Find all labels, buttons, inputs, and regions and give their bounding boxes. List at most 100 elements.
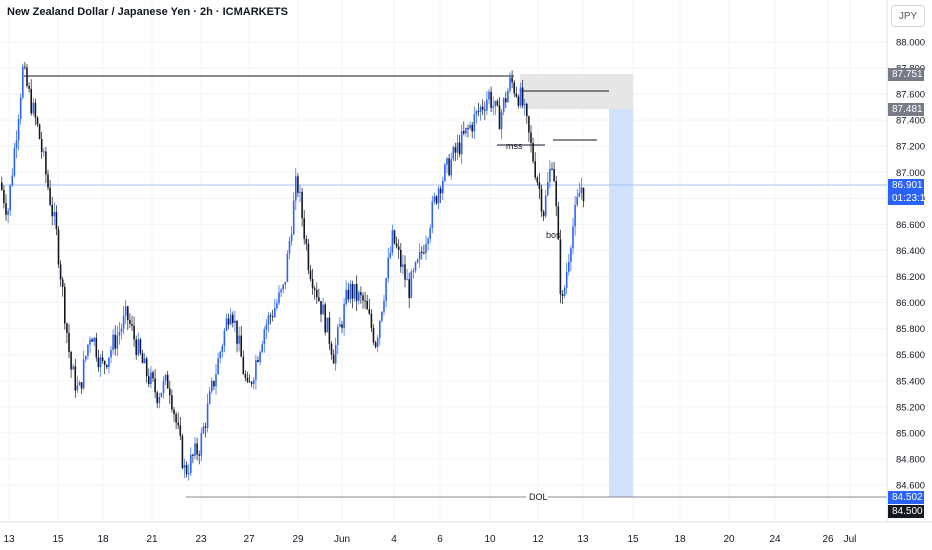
- target-zone: [609, 108, 633, 497]
- candle-body: [292, 200, 295, 235]
- candle-body: [318, 297, 320, 302]
- candle-body: [513, 82, 515, 94]
- candle-body: [456, 142, 459, 153]
- candle-body: [582, 187, 585, 202]
- candle-body: [351, 283, 354, 299]
- candle-body: [402, 264, 404, 267]
- price-tick-label: 86.400: [896, 246, 925, 257]
- candle-body: [484, 109, 486, 111]
- zone-top-badge: 87.751: [888, 68, 924, 81]
- candle-body: [198, 454, 200, 456]
- candle-body: [263, 329, 266, 345]
- candle-body: [408, 279, 410, 298]
- candle-body: [284, 281, 287, 285]
- candle-body: [486, 99, 488, 111]
- candle-body: [148, 376, 150, 385]
- candle-body: [15, 140, 18, 149]
- candle-body: [253, 379, 255, 384]
- candle-body: [87, 344, 89, 356]
- candle-body: [162, 380, 165, 393]
- candle-body: [446, 158, 448, 165]
- candle-body: [328, 317, 331, 344]
- candle-body: [72, 366, 74, 370]
- candle-body: [32, 102, 35, 114]
- price-tick-label: 85.800: [896, 324, 925, 335]
- candle-body: [301, 191, 303, 219]
- candle-body: [530, 132, 532, 144]
- candle-body: [51, 204, 53, 217]
- candle-body: [509, 77, 511, 91]
- time-tick-label: 13: [3, 534, 15, 545]
- candle-body: [9, 185, 11, 211]
- candle-body: [211, 380, 213, 392]
- candle-body: [194, 443, 196, 456]
- candle-body: [169, 388, 171, 396]
- candle-body: [282, 284, 284, 290]
- candle-body: [469, 124, 471, 129]
- candle-body: [488, 91, 490, 100]
- candle-body: [108, 357, 110, 368]
- price-tick-label: 86.200: [896, 272, 925, 283]
- candle-body: [45, 151, 47, 175]
- candle-body: [137, 339, 140, 355]
- candle-body: [129, 320, 131, 324]
- candle-body: [412, 270, 415, 272]
- candle-body: [322, 304, 324, 315]
- candle-body: [99, 357, 102, 368]
- candle-body: [414, 262, 417, 271]
- candle-body: [463, 131, 465, 134]
- candle-body: [345, 289, 347, 304]
- candle-body: [523, 103, 526, 106]
- dol-label-bg: [526, 491, 548, 503]
- candle-body: [64, 286, 66, 324]
- candle-body: [250, 382, 253, 384]
- candle-body: [572, 226, 574, 249]
- candle-body: [234, 320, 236, 323]
- candle-body: [439, 188, 442, 194]
- candle-body: [166, 374, 169, 389]
- candle-body: [261, 344, 263, 353]
- candle-body: [295, 176, 297, 201]
- candle-body: [334, 344, 337, 364]
- candle-body: [187, 473, 190, 475]
- candle-body: [431, 201, 434, 228]
- candle-body: [427, 238, 429, 244]
- candle-body: [387, 257, 389, 279]
- price-tick-label: 85.400: [896, 376, 925, 387]
- candle-body: [89, 339, 91, 345]
- candle-body: [492, 106, 494, 108]
- candle-body: [565, 271, 568, 288]
- candle-body: [196, 443, 198, 455]
- candle-body: [202, 426, 205, 434]
- candle-body: [74, 366, 77, 391]
- currency-button[interactable]: JPY: [891, 5, 925, 27]
- candle-body: [150, 372, 152, 385]
- candle-body: [114, 334, 116, 349]
- candle-body: [227, 318, 230, 325]
- candle-body: [500, 111, 503, 130]
- candle-body: [219, 352, 221, 359]
- candle-body: [505, 98, 507, 103]
- candle-body: [374, 342, 377, 348]
- candle-body: [423, 252, 425, 254]
- time-tick-label: 18: [97, 534, 109, 545]
- price-tick-label: 87.600: [896, 90, 925, 101]
- candle-body: [82, 359, 85, 389]
- candle-body: [139, 339, 142, 354]
- candle-body: [502, 98, 505, 112]
- candle-body: [101, 357, 104, 361]
- candle-body: [225, 318, 228, 331]
- candle-body: [490, 91, 492, 108]
- candle-body: [179, 425, 182, 436]
- candle-body: [400, 249, 402, 267]
- time-tick-label: 29: [292, 534, 304, 545]
- candle-body: [339, 324, 341, 327]
- candle-body: [248, 381, 251, 383]
- candle-body: [574, 204, 576, 227]
- candle-body: [288, 241, 291, 254]
- candle-body: [97, 357, 100, 368]
- price-tick-label: 84.600: [896, 481, 925, 492]
- time-axis[interactable]: 13 15 18 21 23 27 29 Jun 4 6 10 12 13 15 18 20 24 26 Jul: [3, 534, 856, 545]
- candle-body: [276, 303, 278, 309]
